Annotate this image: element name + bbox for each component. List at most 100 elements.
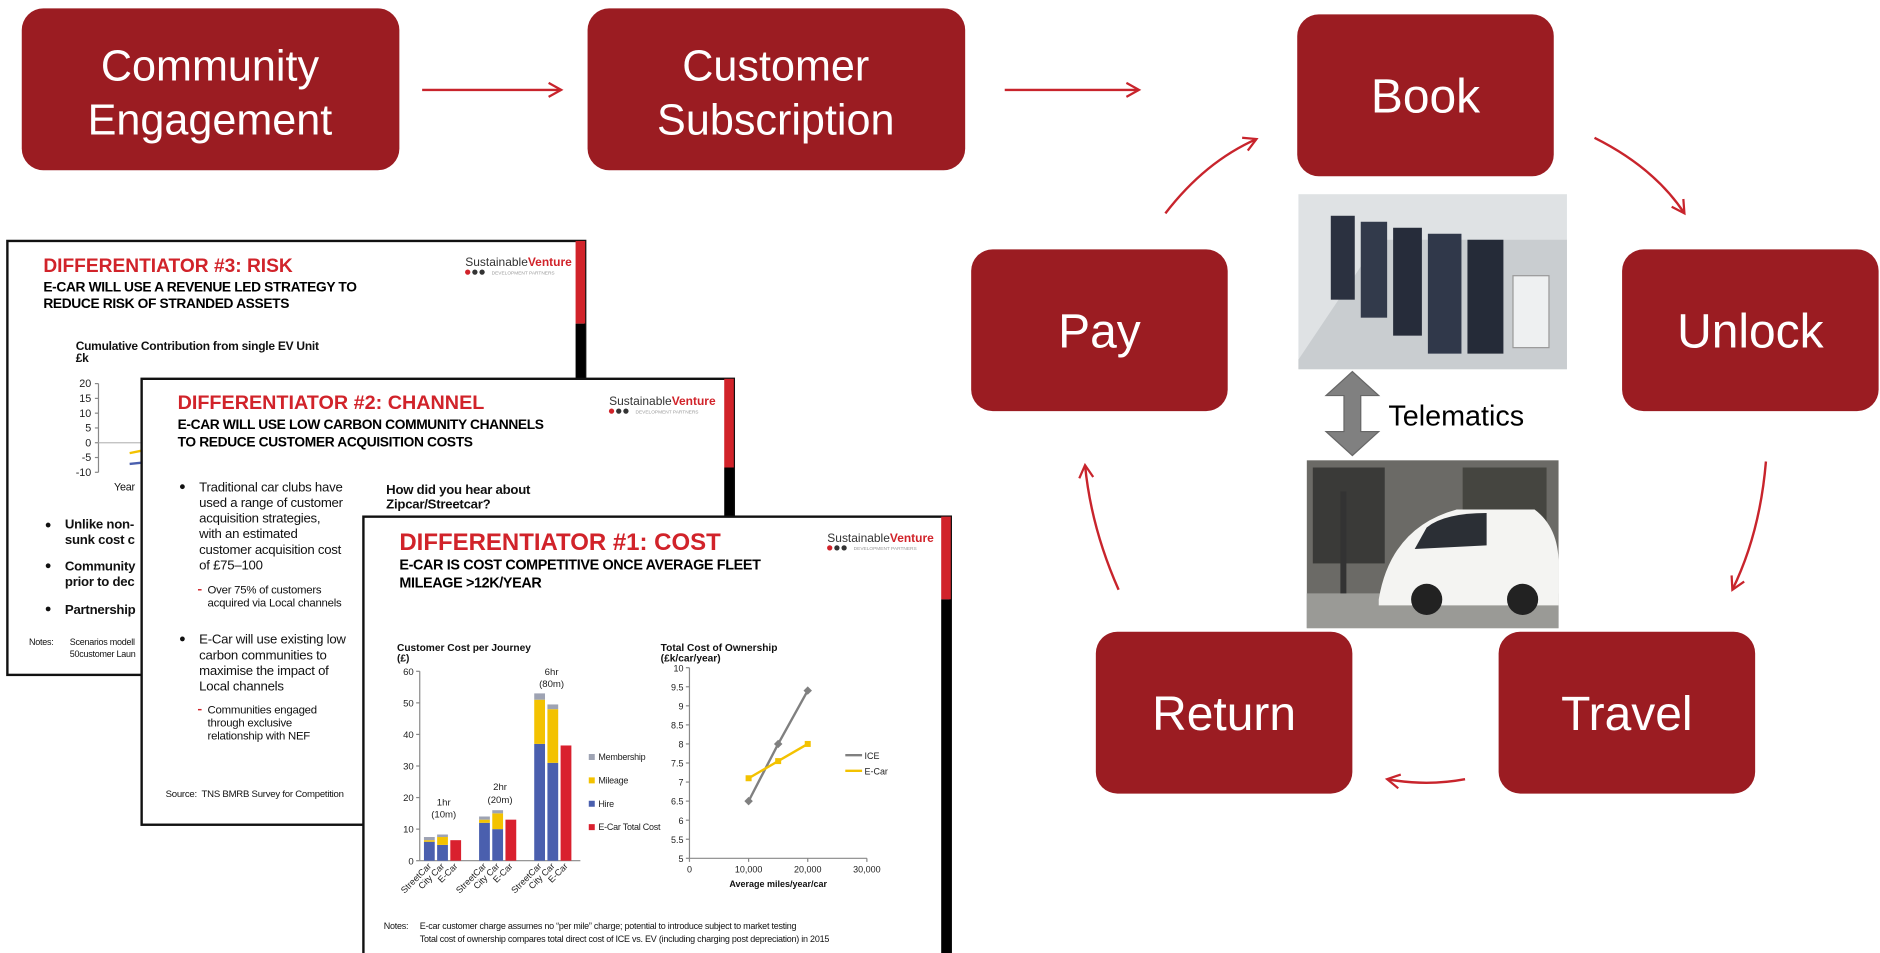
- slide-text: Partnership: [65, 602, 136, 617]
- slide-text: Zipcar/Streetcar?: [386, 496, 490, 511]
- logo-a: Sustainable: [609, 394, 672, 408]
- slide-text: Total cost of ownership compares total d…: [420, 934, 830, 944]
- bar-segment: [423, 840, 435, 842]
- logo-dot: [827, 545, 833, 551]
- slide-bar-red: [724, 378, 734, 468]
- slide-subtitle: MILEAGE >12K/YEAR: [399, 575, 542, 591]
- bar-segment: [450, 840, 462, 861]
- point: [775, 758, 782, 765]
- arrow: [1164, 136, 1259, 215]
- logo-dot: [834, 545, 840, 551]
- node-label: Pay: [1058, 306, 1141, 359]
- y-tick-label: -5: [82, 452, 92, 464]
- telematics-arrow: [1324, 370, 1381, 457]
- window: [1312, 467, 1385, 564]
- bar-segment: [534, 743, 546, 861]
- box-unlock: [1622, 249, 1879, 412]
- wheel: [1507, 583, 1539, 615]
- logo-b: Venture: [528, 255, 572, 269]
- slide-text: Unlike non-: [65, 517, 134, 532]
- annotation: (20m): [488, 795, 513, 806]
- legend-label: Mileage: [598, 775, 628, 785]
- slide-subtitle: E-CAR IS COST COMPETITIVE ONCE AVERAGE F…: [399, 557, 761, 573]
- bar-segment: [437, 837, 448, 845]
- node-label: Subscription: [657, 96, 894, 144]
- bar-segment: [534, 699, 546, 744]
- legend-label: E-Car Total Cost: [598, 822, 661, 832]
- slide-text: of £75–100: [199, 557, 263, 572]
- logo-tag: DEVELOPMENT PARTNERS: [854, 546, 917, 552]
- slide-subtitle: E-CAR WILL USE LOW CARBON COMMUNITY CHAN…: [178, 417, 544, 432]
- legend-swatch: [588, 754, 595, 761]
- y-tick-label: 5: [85, 423, 91, 435]
- slide-title: DIFFERENTIATOR #1: COST: [399, 529, 721, 556]
- logo: SustainableVenture: [827, 531, 934, 545]
- logo-dot: [841, 545, 847, 551]
- slide-text: Traditional car clubs have: [199, 479, 342, 494]
- bar-segment: [547, 704, 559, 710]
- chart-title: Customer Cost per Journey: [397, 643, 531, 654]
- slide-text: Over 75% of customers: [208, 584, 322, 596]
- annotation: (80m): [539, 679, 564, 690]
- slide-subtitle: REDUCE RISK OF STRANDED ASSETS: [43, 296, 289, 311]
- logo: SustainableVenture: [465, 255, 572, 269]
- boxes: [21, 8, 1879, 794]
- slide-text: Year: [114, 481, 135, 493]
- slide-bar-black: [941, 599, 951, 953]
- legend-label: E-Car: [864, 766, 887, 776]
- slide-text: E-Car will use existing low: [199, 632, 346, 647]
- logo-b: Venture: [672, 394, 716, 408]
- y-tick-label: 50: [403, 698, 414, 709]
- bullet: [45, 522, 51, 528]
- slide-text: Source:: [166, 789, 197, 800]
- bar-segment: [423, 841, 435, 861]
- bullet: [179, 636, 185, 642]
- box-pay: [971, 249, 1228, 412]
- logo-dot: [616, 408, 622, 414]
- logo-dot: [623, 408, 629, 414]
- bar-segment: [479, 816, 490, 820]
- wheel: [1411, 583, 1443, 615]
- slide-text: Notes:: [29, 637, 54, 647]
- arrow: [1730, 461, 1768, 592]
- slide-text: customer acquisition cost: [199, 542, 341, 557]
- annotation: 2hr: [493, 782, 508, 793]
- point: [773, 739, 783, 749]
- legend-swatch: [588, 800, 595, 807]
- logo-dot: [472, 269, 478, 275]
- arrows: [422, 81, 1768, 790]
- legend-label: Hire: [598, 799, 614, 809]
- slide-bar-red: [941, 516, 951, 600]
- node-label: Travel: [1561, 688, 1692, 741]
- rack: [1360, 221, 1388, 318]
- car-window: [1414, 513, 1487, 550]
- slide-title: DIFFERENTIATOR #2: CHANNEL: [178, 392, 485, 414]
- bullet: [45, 606, 51, 612]
- legend-label: Membership: [598, 752, 645, 762]
- cabinet: [1512, 275, 1550, 349]
- y-tick-label: -10: [76, 467, 92, 479]
- car-photo: [1306, 460, 1559, 629]
- node-label: Book: [1371, 71, 1481, 124]
- chart-title: Total Cost of Ownership: [661, 643, 778, 654]
- bar-segment: [505, 819, 517, 861]
- chart-title: (£k/car/year): [661, 654, 721, 665]
- slide-text: Notes:: [384, 921, 409, 931]
- charging-post: [1340, 491, 1347, 594]
- y-tick-label: 0: [85, 437, 91, 449]
- bullet: [179, 484, 185, 490]
- slide-text: 50customer Laun: [70, 649, 136, 659]
- slide-bar-red: [575, 240, 586, 324]
- logo-dot: [608, 408, 615, 414]
- y-tick-label: 9.5: [671, 682, 684, 692]
- y-tick-label: 10: [403, 825, 414, 836]
- rack: [1467, 239, 1504, 354]
- logo-a: Sustainable: [465, 255, 528, 269]
- slide-text: Communities engaged: [208, 704, 317, 716]
- y-tick-label: 20: [403, 793, 414, 804]
- y-tick-label: 7: [678, 778, 683, 788]
- logo-tag: DEVELOPMENT PARTNERS: [492, 271, 555, 277]
- slide-text: carbon communities to: [199, 647, 326, 662]
- y-tick-label: 40: [403, 730, 414, 741]
- legend-label: ICE: [864, 751, 879, 761]
